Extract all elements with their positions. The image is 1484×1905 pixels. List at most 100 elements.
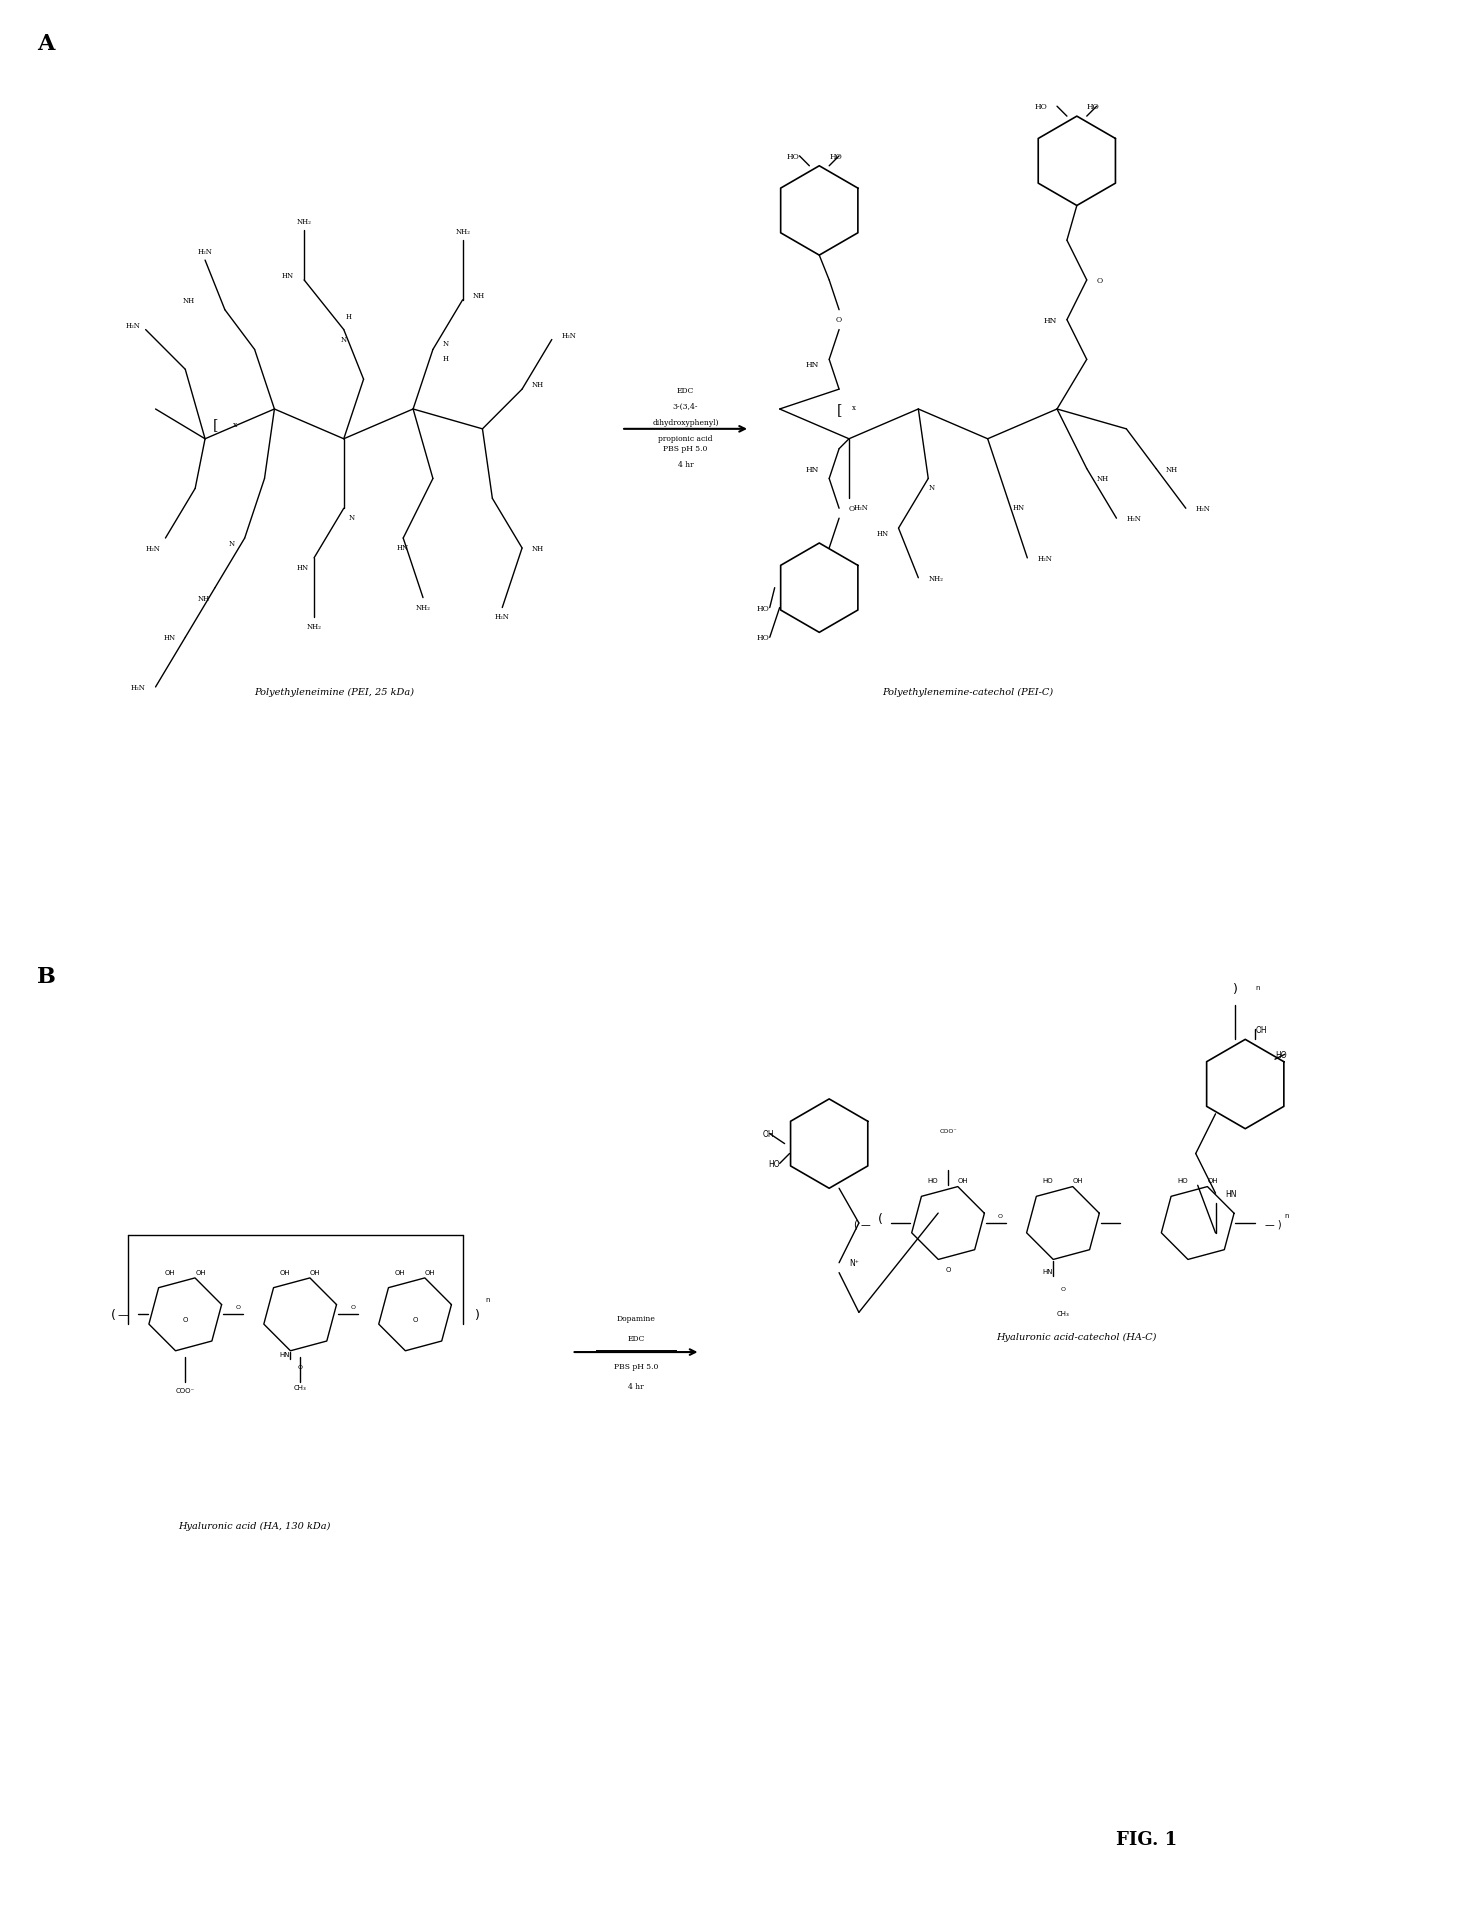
Text: HN: HN — [1043, 316, 1057, 324]
Text: x: x — [852, 404, 856, 411]
Text: Polyethylenemine-catechol (PEI-C): Polyethylenemine-catechol (PEI-C) — [883, 688, 1054, 697]
Text: HO: HO — [830, 152, 841, 160]
Text: n: n — [1285, 1212, 1290, 1219]
Text: H₂N: H₂N — [494, 613, 509, 621]
Text: A: A — [37, 32, 53, 55]
Text: O: O — [183, 1316, 188, 1322]
Text: H: H — [442, 354, 448, 364]
Text: HO: HO — [757, 604, 770, 612]
Text: H₂N: H₂N — [1196, 505, 1211, 512]
Text: H₂N: H₂N — [1126, 514, 1141, 522]
Text: H₂N: H₂N — [131, 684, 145, 692]
Text: COO⁻: COO⁻ — [939, 1128, 957, 1133]
Text: N: N — [442, 341, 450, 349]
Text: NH: NH — [183, 297, 196, 305]
Text: HN: HN — [297, 564, 309, 572]
Text: CH₃: CH₃ — [294, 1385, 307, 1391]
Text: O: O — [413, 1316, 418, 1322]
Text: HN: HN — [1043, 1269, 1054, 1274]
Text: n: n — [485, 1297, 490, 1303]
Text: OH: OH — [279, 1269, 291, 1274]
Text: dihydroxyphenyl): dihydroxyphenyl) — [653, 419, 718, 427]
Text: OH: OH — [310, 1269, 321, 1274]
Text: H₂N: H₂N — [197, 248, 212, 255]
Text: HN: HN — [280, 1351, 291, 1358]
Text: NH₂: NH₂ — [928, 575, 944, 583]
Text: OH: OH — [1208, 1177, 1218, 1183]
Text: [: [ — [212, 417, 218, 432]
Text: HO: HO — [1042, 1177, 1054, 1183]
Text: HN: HN — [806, 465, 819, 472]
Text: N: N — [349, 514, 355, 522]
Text: EDC: EDC — [628, 1334, 644, 1343]
Text: O: O — [1097, 276, 1103, 284]
Text: OH: OH — [196, 1269, 206, 1274]
Text: HN: HN — [163, 634, 175, 642]
Text: N: N — [928, 484, 935, 491]
Text: propionic acid: propionic acid — [659, 434, 712, 442]
Text: HO: HO — [1177, 1177, 1187, 1183]
Text: H₂N: H₂N — [853, 505, 868, 512]
Text: — ): — ) — [1264, 1219, 1282, 1229]
Text: ): ) — [1233, 983, 1238, 994]
Text: Hyaluronic acid (HA, 130 kDa): Hyaluronic acid (HA, 130 kDa) — [178, 1520, 331, 1530]
Text: PBS pH 5.0: PBS pH 5.0 — [663, 444, 708, 453]
Text: (: ( — [110, 1309, 116, 1322]
Text: B: B — [37, 966, 55, 987]
Text: HN: HN — [282, 272, 294, 280]
Text: HN: HN — [806, 362, 819, 370]
Text: H₂N: H₂N — [126, 322, 141, 330]
Text: HO: HO — [769, 1160, 779, 1168]
Text: HO: HO — [787, 152, 800, 160]
Text: NH₂: NH₂ — [297, 219, 312, 227]
Text: PBS pH 5.0: PBS pH 5.0 — [614, 1362, 659, 1370]
Text: H₂N: H₂N — [145, 545, 160, 552]
Text: HN: HN — [398, 543, 410, 552]
Text: OH: OH — [165, 1269, 175, 1274]
Text: 4 hr: 4 hr — [678, 461, 693, 469]
Text: O: O — [298, 1364, 303, 1370]
Text: H₂N: H₂N — [562, 331, 577, 339]
Text: 3-(3,4-: 3-(3,4- — [672, 402, 699, 411]
Text: ): ) — [475, 1309, 479, 1322]
Text: OH: OH — [1073, 1177, 1083, 1183]
Text: ( —: ( — — [853, 1219, 871, 1229]
Text: N: N — [229, 539, 234, 549]
Text: FIG. 1: FIG. 1 — [1116, 1831, 1177, 1848]
Text: CH₃: CH₃ — [1057, 1311, 1070, 1316]
Text: HO: HO — [1275, 1050, 1287, 1059]
Text: HN: HN — [1226, 1189, 1238, 1198]
Text: NH: NH — [1166, 465, 1178, 472]
Text: O: O — [945, 1267, 951, 1273]
Text: N: N — [341, 335, 347, 343]
Text: 4 hr: 4 hr — [628, 1383, 644, 1391]
Text: O: O — [835, 316, 841, 324]
Text: H: H — [346, 312, 352, 320]
Text: OH: OH — [1255, 1025, 1267, 1034]
Text: Hyaluronic acid-catechol (HA-C): Hyaluronic acid-catechol (HA-C) — [997, 1332, 1158, 1341]
Text: NH: NH — [531, 381, 545, 389]
Text: —: — — [117, 1309, 129, 1320]
Text: [: [ — [837, 402, 841, 417]
Text: x: x — [233, 421, 237, 429]
Text: NH₂: NH₂ — [416, 604, 430, 612]
Text: O: O — [1061, 1286, 1066, 1292]
Text: NH: NH — [1097, 474, 1109, 482]
Text: NH: NH — [472, 291, 485, 299]
Text: Dopamine: Dopamine — [616, 1314, 656, 1322]
Text: HO: HO — [928, 1177, 938, 1183]
Text: O: O — [350, 1305, 355, 1311]
Text: NH: NH — [531, 545, 545, 552]
Text: OH: OH — [959, 1177, 969, 1183]
Text: O: O — [236, 1305, 240, 1311]
Text: OH: OH — [395, 1269, 405, 1274]
Text: HO: HO — [1034, 103, 1048, 110]
Text: COO⁻: COO⁻ — [175, 1387, 194, 1393]
Text: HO: HO — [757, 634, 770, 642]
Text: HO: HO — [1086, 103, 1100, 110]
Text: NH₂: NH₂ — [307, 623, 322, 631]
Text: O: O — [849, 505, 855, 512]
Text: NH: NH — [197, 594, 211, 602]
Text: HN: HN — [877, 530, 889, 537]
Text: O: O — [999, 1213, 1003, 1219]
